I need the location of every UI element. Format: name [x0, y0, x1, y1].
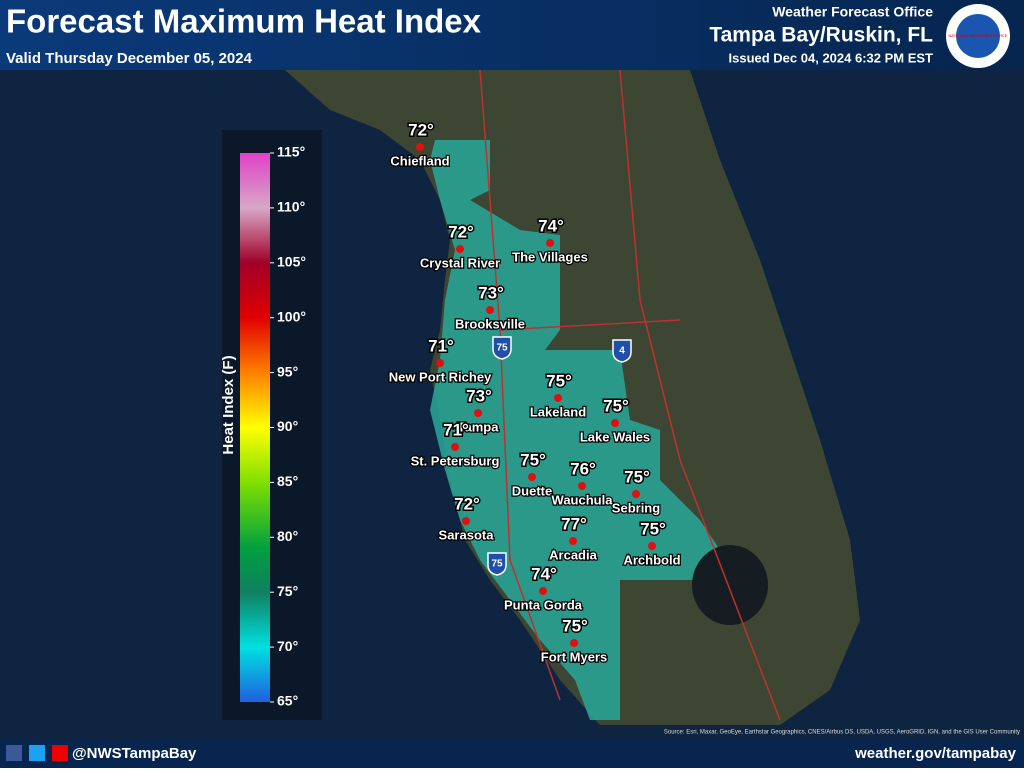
- highway-number: 75: [496, 343, 508, 354]
- city-dot: [528, 473, 536, 481]
- city-temp: 73°: [466, 386, 492, 405]
- facebook-icon[interactable]: [6, 745, 22, 761]
- city-name: Arcadia: [549, 547, 597, 562]
- office: Weather Forecast Office: [772, 4, 933, 20]
- source: Source: Esri, Maxar, GeoEye, Earthstar G…: [664, 730, 1020, 736]
- city-name: St. Petersburg: [411, 453, 500, 468]
- legend-panel: [222, 130, 322, 720]
- city-name: Brooksville: [455, 316, 525, 331]
- highways: [479, 69, 781, 721]
- city-temp: 75°: [624, 467, 650, 486]
- legend-tick-label: 65°: [277, 693, 298, 709]
- city-dot: [648, 542, 656, 550]
- city-name: Duette: [512, 483, 552, 498]
- lake-okeechobee: [692, 545, 768, 625]
- city-temp: 75°: [520, 450, 546, 469]
- footer-bar: [0, 740, 1024, 768]
- handle[interactable]: @NWSTampaBay: [72, 745, 197, 762]
- city-temp: 71°: [443, 420, 469, 439]
- legend-tick-label: 70°: [277, 638, 298, 654]
- city-dot: [462, 517, 470, 525]
- city-temp: 73°: [478, 283, 504, 302]
- legend-tick-label: 100°: [277, 308, 306, 324]
- legend-tick-label: 110°: [277, 199, 305, 215]
- city-temp: 72°: [448, 222, 474, 241]
- city-temp: 75°: [562, 616, 588, 635]
- city-name: Lakeland: [530, 404, 586, 419]
- city-dot: [474, 409, 482, 417]
- url[interactable]: weather.gov/tampabay: [854, 745, 1017, 762]
- legend-title: Heat Index (F): [220, 355, 237, 454]
- city-dot: [632, 490, 640, 498]
- city-name: Sarasota: [439, 527, 495, 542]
- city-name: Fort Myers: [541, 649, 607, 664]
- header-bar: [0, 0, 1024, 70]
- location: Tampa Bay/Ruskin, FL: [709, 24, 933, 47]
- city-dot: [539, 587, 547, 595]
- city-name: Sebring: [612, 500, 660, 515]
- logo-inner: [956, 14, 1000, 58]
- highway-shield: [487, 552, 507, 576]
- logo-text: NATIONAL WEATHER SERVICE: [949, 33, 1008, 38]
- forecast-area: [430, 140, 720, 720]
- city-dot: [546, 239, 554, 247]
- city-temp: 71°: [428, 336, 454, 355]
- highway-number: 4: [619, 346, 625, 357]
- legend-tick-label: 95°: [277, 363, 298, 379]
- city-temp: 75°: [546, 371, 572, 390]
- legend-tick-label: 80°: [277, 528, 298, 544]
- color-bar: [240, 153, 270, 702]
- city-name: Crystal River: [420, 255, 500, 270]
- city-name: Tampa: [458, 419, 500, 434]
- legend-tick-label: 75°: [277, 583, 298, 599]
- city-dot: [436, 359, 444, 367]
- city-name: Chiefland: [390, 153, 449, 168]
- legend-tick-label: 85°: [277, 473, 298, 489]
- valid-date: Valid Thursday December 05, 2024: [6, 50, 253, 67]
- city-temp: 75°: [603, 396, 629, 415]
- city-name: Wauchula: [552, 492, 614, 507]
- city-name: The Villages: [512, 249, 588, 264]
- legend-tick-label: 115°: [277, 144, 305, 160]
- city-dot: [611, 419, 619, 427]
- highway-shield: [612, 339, 632, 363]
- highway-number: 75: [491, 559, 503, 570]
- legend-tick-label: 90°: [277, 418, 298, 434]
- city-temp: 72°: [408, 120, 434, 139]
- city-temp: 76°: [570, 459, 596, 478]
- city-name: Lake Wales: [580, 429, 650, 444]
- legend-tick-label: 105°: [277, 254, 306, 270]
- title: Forecast Maximum Heat Index: [6, 3, 482, 40]
- city-dot: [416, 143, 424, 151]
- city-dot: [569, 537, 577, 545]
- issued: Issued Dec 04, 2024 6:32 PM EST: [729, 50, 934, 65]
- city-dot: [578, 482, 586, 490]
- city-temp: 77°: [561, 514, 587, 533]
- youtube-icon[interactable]: [52, 745, 68, 761]
- city-dot: [486, 306, 494, 314]
- highway-shield: [492, 336, 512, 360]
- city-name: New Port Richey: [389, 369, 492, 384]
- city-temp: 74°: [538, 216, 564, 235]
- city-name: Punta Gorda: [504, 597, 583, 612]
- city-temp: 72°: [454, 494, 480, 513]
- twitter-icon[interactable]: [29, 745, 45, 761]
- city-dot: [451, 443, 459, 451]
- city-dot: [456, 245, 464, 253]
- city-temp: 74°: [531, 564, 557, 583]
- city-name: Archbold: [623, 552, 680, 567]
- city-dot: [570, 639, 578, 647]
- city-temp: 75°: [640, 519, 666, 538]
- city-dot: [554, 394, 562, 402]
